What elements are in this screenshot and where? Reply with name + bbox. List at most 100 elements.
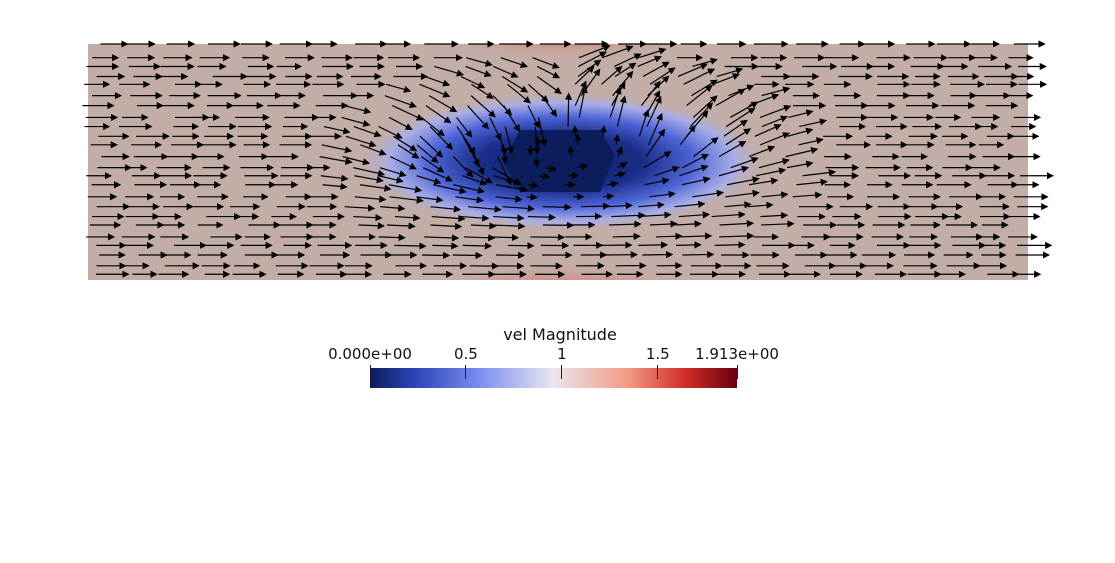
velocity-arrow-glyph	[748, 201, 774, 209]
color-legend[interactable]: vel Magnitude 0.000e+00 0.5 1 1.5 1.913e+00	[320, 320, 800, 400]
velocity-arrow-glyph	[725, 107, 756, 128]
velocity-arrow-glyph	[760, 132, 791, 146]
velocity-arrow-glyph	[537, 65, 561, 79]
velocity-arrow-glyph	[465, 167, 493, 184]
velocity-arrow-glyph	[377, 175, 404, 184]
velocity-arrow-glyph	[353, 214, 383, 222]
velocity-arrow-glyph	[613, 133, 621, 145]
velocity-arrow-glyph	[643, 151, 672, 169]
velocity-arrow-glyph	[397, 144, 420, 159]
velocity-arrow-glyph	[468, 144, 485, 176]
velocity-arrow-glyph	[527, 181, 539, 189]
velocity-arrow-glyph	[756, 167, 787, 177]
velocity-arrow-glyph	[463, 234, 496, 242]
velocity-arrow-glyph	[654, 165, 680, 177]
velocity-arrow-glyph	[467, 105, 490, 130]
velocity-arrow-glyph	[675, 220, 702, 228]
velocity-arrow-glyph	[471, 83, 494, 99]
velocity-arrow-glyph	[321, 144, 353, 154]
velocity-arrow-glyph	[675, 241, 702, 249]
velocity-arrow-glyph	[726, 176, 760, 186]
velocity-arrow-glyph	[390, 156, 417, 170]
velocity-arrow-glyph	[677, 63, 708, 78]
velocity-arrow-glyph	[711, 211, 746, 219]
velocity-arrow-glyph	[545, 164, 557, 173]
velocity-arrow-glyph	[388, 116, 413, 130]
velocity-arrow-glyph	[599, 125, 608, 137]
velocity-arrow-glyph	[614, 62, 637, 77]
velocity-arrow-glyph	[462, 242, 493, 250]
velocity-arrow-glyph	[353, 167, 386, 177]
velocity-arrow-glyph	[419, 83, 451, 98]
velocity-arrow-glyph	[386, 222, 416, 230]
velocity-arrow-glyph	[428, 95, 458, 113]
velocity-arrow-glyph	[802, 168, 837, 177]
velocity-arrow-glyph	[608, 220, 642, 228]
velocity-arrow-glyph	[460, 75, 486, 89]
velocity-arrow-glyph	[649, 220, 678, 228]
velocity-arrow-glyph	[691, 79, 718, 97]
velocity-arrow-glyph	[393, 135, 418, 152]
velocity-arrow-glyph	[416, 175, 442, 185]
velocity-arrow-glyph	[431, 214, 466, 223]
velocity-arrow-glyph	[617, 162, 628, 169]
velocity-arrow-glyph	[354, 195, 387, 203]
velocity-arrow-glyph	[527, 213, 556, 221]
velocity-arrow-glyph	[432, 242, 459, 250]
velocity-arrow-glyph	[692, 189, 724, 198]
velocity-arrow-glyph	[723, 119, 748, 137]
velocity-arrow-glyph	[378, 233, 406, 242]
velocity-arrow-glyph	[759, 104, 792, 118]
velocity-arrow-glyph	[453, 156, 474, 178]
velocity-arrow-glyph	[674, 200, 706, 208]
velocity-arrow-glyph	[452, 184, 486, 194]
velocity-arrow-glyph	[500, 144, 508, 156]
velocity-arrow-glyph	[574, 65, 595, 85]
velocity-arrow-glyph	[527, 105, 540, 129]
velocity-arrow-glyph	[607, 202, 633, 210]
velocity-arrow-glyph	[686, 84, 713, 107]
velocity-arrow-glyph	[419, 135, 444, 158]
velocity-arrow-glyph	[760, 211, 789, 220]
velocity-arrow-glyph	[574, 80, 587, 106]
velocity-arrow-glyph	[638, 201, 665, 209]
velocity-arrow-glyph	[637, 55, 662, 68]
velocity-arrow-glyph	[497, 156, 512, 186]
velocity-arrow-glyph	[495, 195, 523, 203]
velocity-arrow-glyph	[683, 68, 716, 85]
velocity-arrow-glyph	[679, 164, 709, 177]
velocity-arrow-glyph	[761, 115, 788, 128]
velocity-arrow-glyph	[425, 105, 452, 124]
velocity-arrow-glyph	[538, 117, 548, 147]
velocity-arrow-glyph	[526, 193, 538, 201]
velocity-arrow-glyph	[421, 116, 445, 137]
velocity-arrow-glyph	[607, 180, 619, 188]
velocity-arrow-glyph	[456, 117, 473, 138]
velocity-arrow-glyph	[541, 95, 558, 118]
colorbar-tick	[561, 365, 563, 379]
velocity-arrow-glyph	[577, 163, 589, 171]
velocity-arrow-glyph	[678, 211, 711, 219]
velocity-arrow-glyph	[462, 175, 488, 186]
velocity-arrow-glyph	[422, 167, 454, 182]
velocity-arrow-glyph	[429, 126, 454, 150]
velocity-arrow-glyph	[578, 85, 588, 118]
velocity-arrow-glyph	[539, 172, 551, 180]
velocity-arrow-glyph	[507, 83, 531, 104]
velocity-arrow-glyph	[433, 184, 467, 195]
velocity-arrow-glyph	[616, 95, 627, 127]
velocity-arrow-glyph	[384, 95, 417, 108]
velocity-arrow-glyph	[602, 45, 634, 59]
velocity-arrow-glyph	[578, 51, 607, 67]
velocity-arrow-glyph	[468, 205, 502, 213]
velocity-arrow-glyph	[614, 171, 626, 179]
velocity-arrow-glyph	[581, 202, 611, 210]
velocity-arrow-glyph	[460, 214, 490, 222]
velocity-arrow-glyph	[730, 156, 759, 169]
colorbar-tick-label: 1.5	[645, 345, 670, 363]
velocity-arrow-glyph	[638, 47, 667, 59]
velocity-arrow-glyph	[341, 116, 371, 127]
colorbar-tick-label: 0.5	[453, 345, 478, 363]
